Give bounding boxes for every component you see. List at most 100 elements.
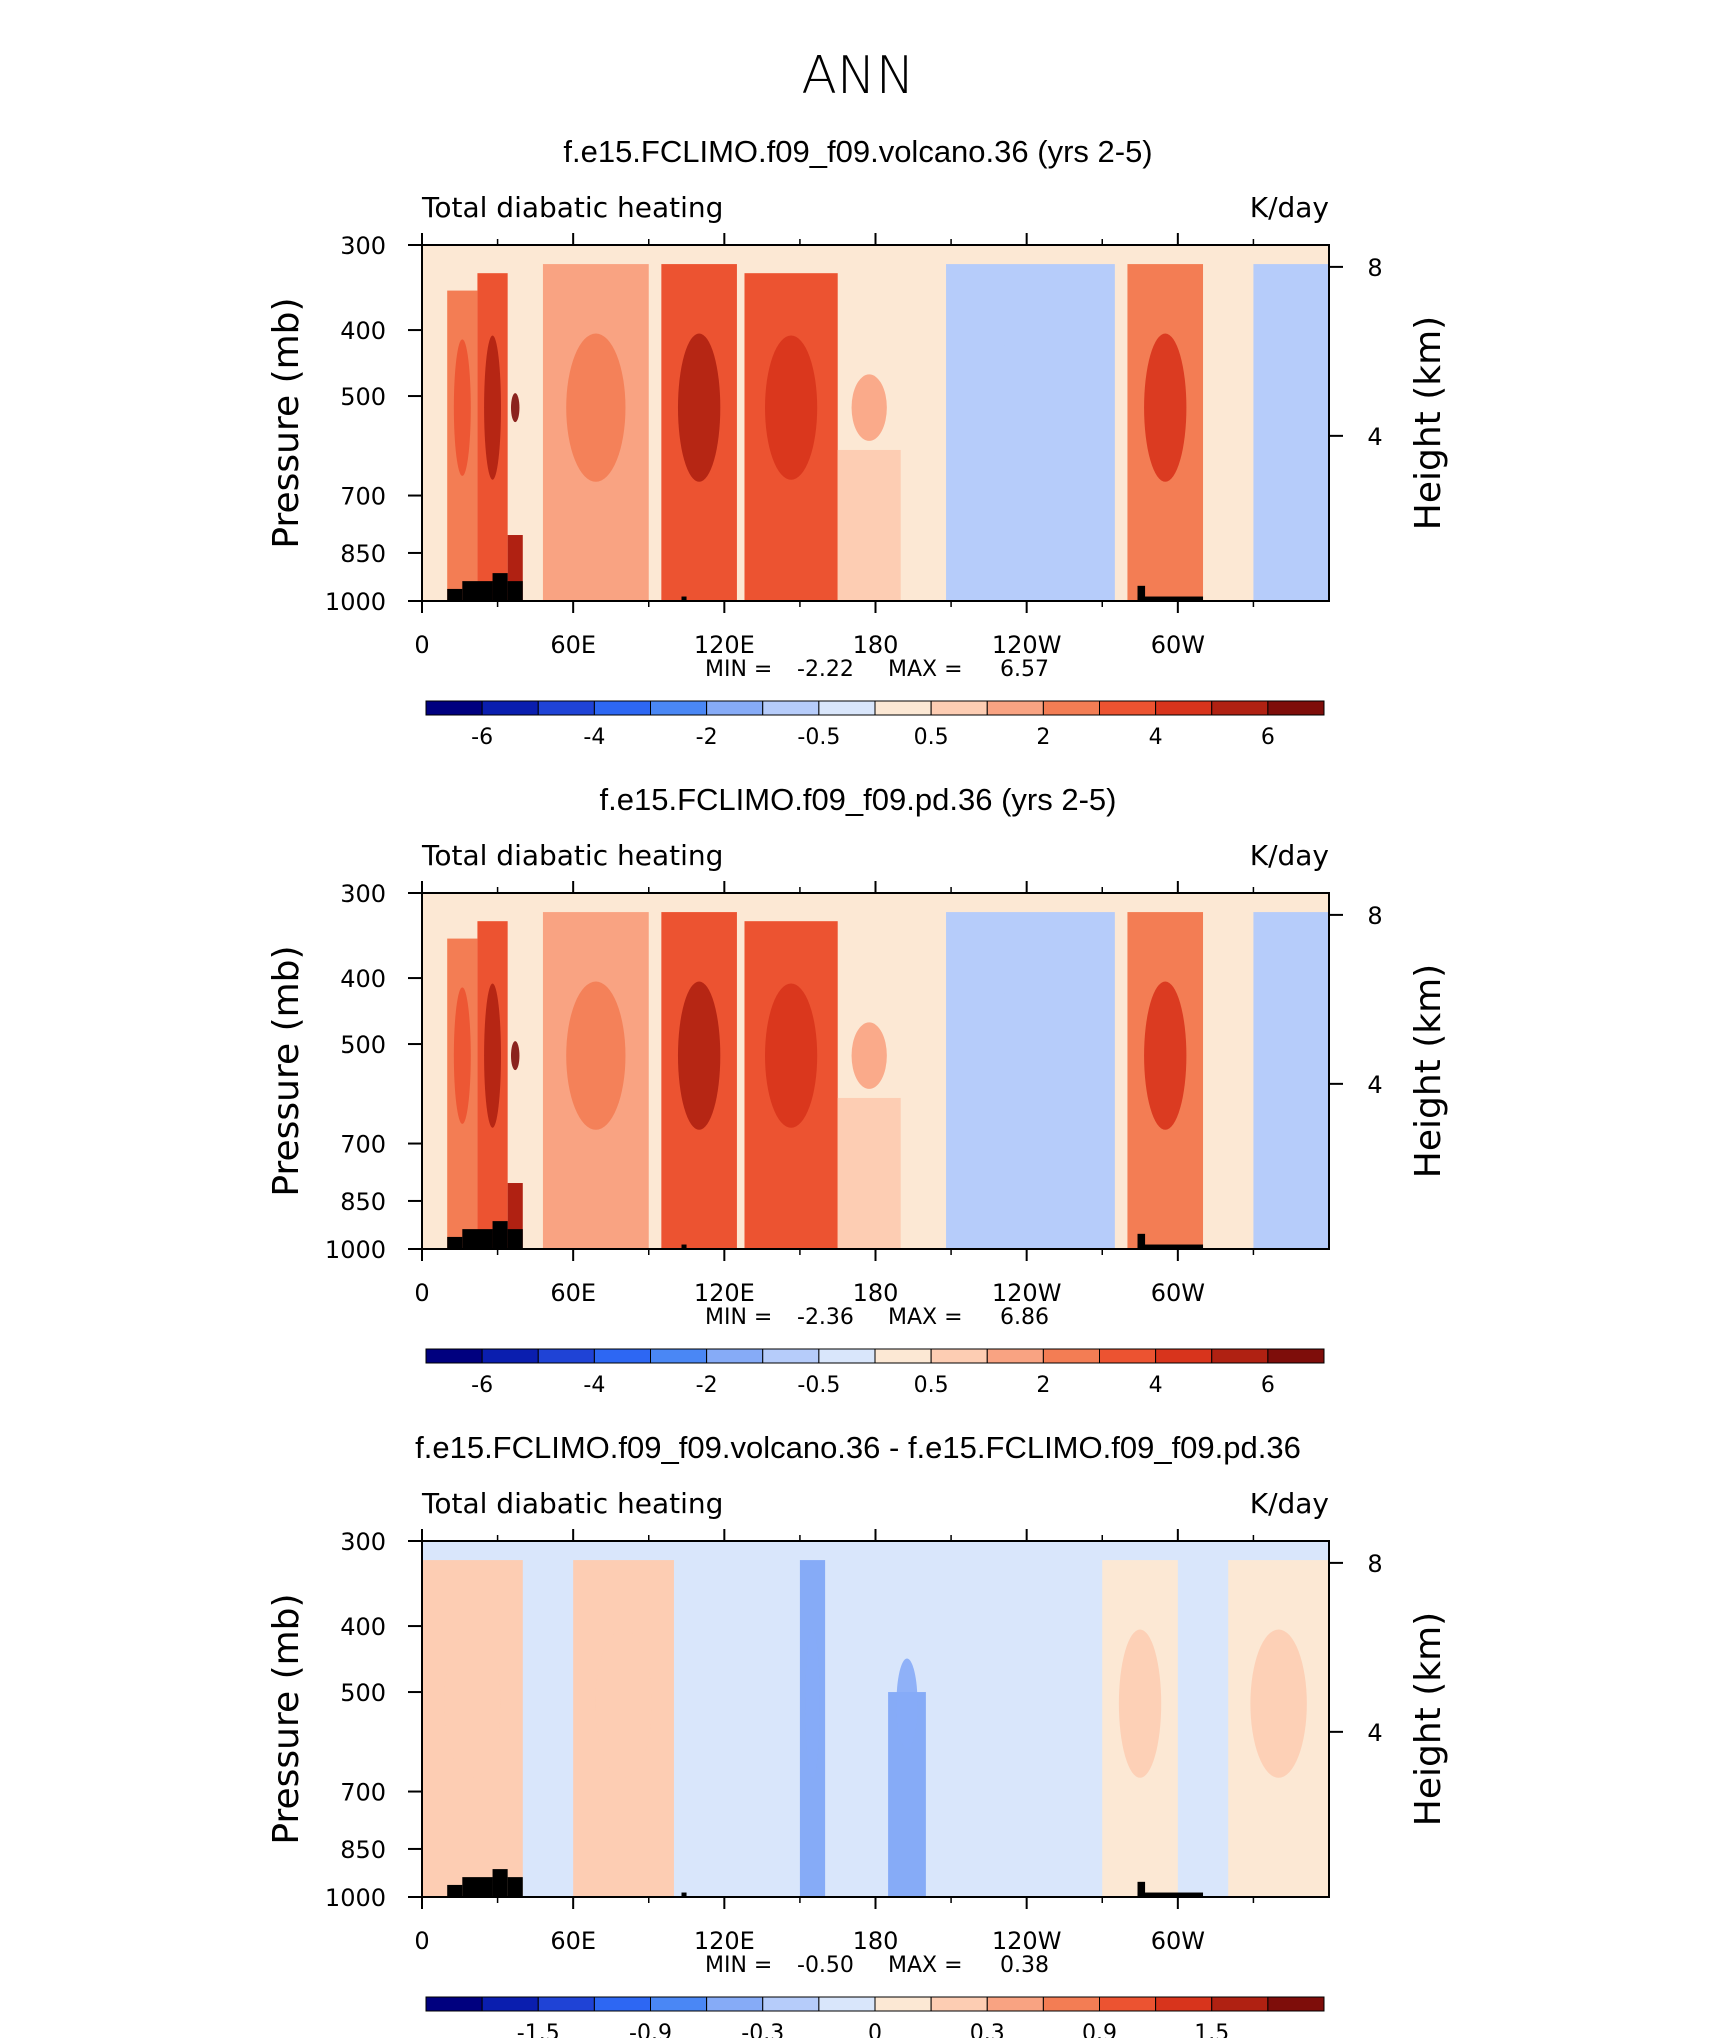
- heating-core-2: [595, 1629, 652, 1778]
- stat-min-label: MIN =: [705, 1305, 772, 1330]
- y-right-axis-title: Height (km): [1408, 1612, 1449, 1826]
- colorbar-swatch: [650, 1996, 708, 2012]
- heating-core-9: [1144, 981, 1187, 1130]
- colorbar-label: 1.5: [1194, 2021, 1229, 2038]
- topography-5: [681, 1892, 687, 1897]
- y-tick-label: 700: [340, 483, 386, 511]
- colorbar-label: 6: [1261, 725, 1275, 750]
- x-tick-label: 60W: [1151, 1927, 1205, 1955]
- y-right-tick-label: 8: [1367, 902, 1382, 930]
- stat-min-value: -2.22: [797, 657, 854, 682]
- colorbar-swatch: [593, 700, 651, 716]
- topography-4: [507, 1877, 523, 1897]
- heating-core-7: [851, 1022, 887, 1089]
- topography-2: [462, 581, 493, 601]
- heating-core-8: [983, 981, 1078, 1130]
- colorbar-swatch: [818, 1996, 876, 2012]
- y-tick-label: 850: [340, 1188, 386, 1216]
- colorbar-label: -2: [696, 725, 718, 750]
- colorbar-swatch: [537, 700, 595, 716]
- stat-max-value: 6.86: [1000, 1305, 1049, 1330]
- y-tick-label: 300: [340, 232, 386, 260]
- colorbar-swatch: [874, 1996, 932, 2012]
- y-right-tick-label: 4: [1367, 423, 1382, 451]
- colorbar-swatch: [425, 1348, 483, 1364]
- heating-core-3: [510, 393, 520, 423]
- heating-core-2: [484, 983, 502, 1128]
- topography-4: [507, 1229, 523, 1249]
- colorbar-swatch: [481, 1996, 539, 2012]
- colorbar-swatch: [762, 700, 820, 716]
- heating-core-4: [566, 333, 626, 482]
- colorbar-swatch: [481, 1348, 539, 1364]
- stat-max-label: MAX =: [888, 1305, 963, 1330]
- colorbar-swatch: [537, 1348, 595, 1364]
- topography-6: [1137, 1881, 1146, 1897]
- heating-core-5: [677, 981, 721, 1130]
- colorbar-label: -6: [471, 725, 493, 750]
- x-tick-label: 0: [414, 1279, 429, 1307]
- colorbar-label: -1.5: [517, 2021, 560, 2038]
- colorbar-swatch: [1211, 1348, 1269, 1364]
- topography-7: [1137, 596, 1204, 601]
- right-string: K/day: [1250, 191, 1329, 224]
- y-tick-label: 300: [340, 880, 386, 908]
- colorbar-label: -0.5: [797, 1373, 840, 1398]
- heating-core-3: [805, 1629, 820, 1778]
- colorbar-swatch: [1099, 1348, 1157, 1364]
- x-tick-label: 180: [853, 631, 899, 659]
- topography-5: [681, 596, 687, 601]
- y-tick-label: 850: [340, 540, 386, 568]
- heating-core-7: [851, 374, 887, 441]
- colorbar-label: 0.3: [970, 2021, 1005, 2038]
- heating-core-10: [1270, 981, 1313, 1130]
- x-tick-label: 0: [414, 631, 429, 659]
- heating-core-1: [453, 339, 471, 476]
- x-tick-label: 60E: [550, 631, 596, 659]
- x-tick-label: 120E: [694, 1927, 755, 1955]
- stat-max-value: 6.57: [1000, 657, 1049, 682]
- y-tick-label: 500: [340, 1031, 386, 1059]
- heating-band-7: [837, 1097, 901, 1249]
- topography-3: [492, 1221, 508, 1249]
- colorbar-swatch: [930, 1348, 988, 1364]
- x-tick-label: 60E: [550, 1927, 596, 1955]
- x-tick-label: 120W: [992, 1927, 1062, 1955]
- colorbar-swatch: [930, 700, 988, 716]
- heating-core-5: [1118, 1629, 1162, 1778]
- colorbar-swatch: [1099, 1996, 1157, 2012]
- y-right-axis-title: Height (km): [1408, 316, 1449, 530]
- heating-core-6: [764, 335, 818, 480]
- y-tick-label: 400: [340, 1613, 386, 1641]
- colorbar-label: 2: [1036, 725, 1050, 750]
- heating-core-6: [764, 983, 818, 1128]
- colorbar-swatch: [986, 700, 1044, 716]
- colorbar-swatch: [762, 1996, 820, 2012]
- topography-6: [1137, 1233, 1146, 1249]
- y-right-tick-label: 8: [1367, 254, 1382, 282]
- colorbar-swatch: [706, 1996, 764, 2012]
- colorbar-swatch: [986, 1348, 1044, 1364]
- x-tick-label: 120W: [992, 1279, 1062, 1307]
- field-background: [422, 1541, 1329, 1897]
- colorbar-swatch: [986, 1996, 1044, 2012]
- heating-core-4: [896, 1658, 918, 1749]
- y-axis-title: Pressure (mb): [266, 297, 307, 548]
- colorbar-swatch: [425, 700, 483, 716]
- topography-1: [447, 588, 463, 601]
- topography-2: [462, 1229, 493, 1249]
- y-axis-title: Pressure (mb): [266, 945, 307, 1196]
- stat-min-value: -0.50: [797, 1953, 854, 1978]
- colorbar-swatch: [650, 1348, 708, 1364]
- colorbar-label: -4: [583, 1373, 605, 1398]
- colorbar-swatch: [1155, 1348, 1213, 1364]
- topography-7: [1137, 1244, 1204, 1249]
- x-tick-label: 180: [853, 1279, 899, 1307]
- topography-1: [447, 1884, 463, 1897]
- topography-2: [462, 1877, 493, 1897]
- colorbar-swatch: [1099, 700, 1157, 716]
- y-tick-label: 1000: [325, 588, 386, 616]
- colorbar-swatch: [650, 700, 708, 716]
- colorbar-swatch: [762, 1348, 820, 1364]
- colorbar-swatch: [930, 1996, 988, 2012]
